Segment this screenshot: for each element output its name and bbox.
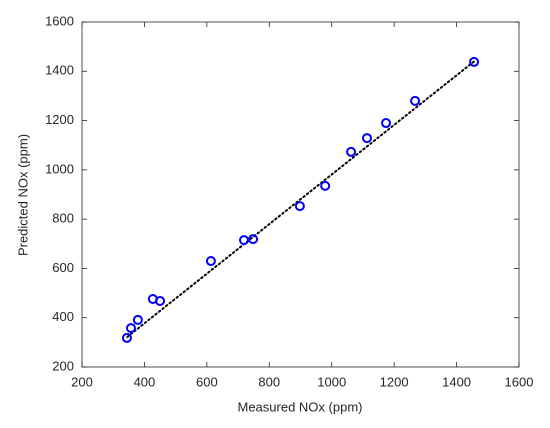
data-point xyxy=(205,256,216,267)
data-point xyxy=(126,323,137,334)
data-point xyxy=(121,332,132,343)
y-tick-label: 1400 xyxy=(45,63,74,78)
y-tick-label: 1000 xyxy=(45,161,74,176)
y-axis-label: Predicted NOx (ppm) xyxy=(15,134,30,256)
x-tick-label: 1400 xyxy=(442,374,471,389)
data-point xyxy=(469,56,480,67)
reference-line xyxy=(126,60,476,338)
data-point xyxy=(132,314,143,325)
data-point xyxy=(239,235,250,246)
x-tick-label: 800 xyxy=(258,374,280,389)
x-tick-label: 1600 xyxy=(505,374,534,389)
data-point xyxy=(155,295,166,306)
y-tick-label: 1200 xyxy=(45,112,74,127)
x-tick-label: 1000 xyxy=(317,374,346,389)
x-tick-label: 200 xyxy=(71,374,93,389)
y-tick-label: 800 xyxy=(52,211,74,226)
y-tick-label: 400 xyxy=(52,309,74,324)
x-tick-label: 400 xyxy=(134,374,156,389)
data-point xyxy=(410,95,421,106)
data-point xyxy=(381,118,392,129)
y-tick-label: 600 xyxy=(52,260,74,275)
plot-frame xyxy=(81,21,520,368)
x-tick-label: 600 xyxy=(196,374,218,389)
data-point xyxy=(346,146,357,157)
data-point xyxy=(361,133,372,144)
y-tick-label: 1600 xyxy=(45,13,74,28)
x-axis-label: Measured NOx (ppm) xyxy=(238,399,363,414)
y-tick-label: 200 xyxy=(52,358,74,373)
data-point xyxy=(320,180,331,191)
x-tick-label: 1200 xyxy=(380,374,409,389)
data-point xyxy=(248,234,259,245)
data-point xyxy=(294,201,305,212)
